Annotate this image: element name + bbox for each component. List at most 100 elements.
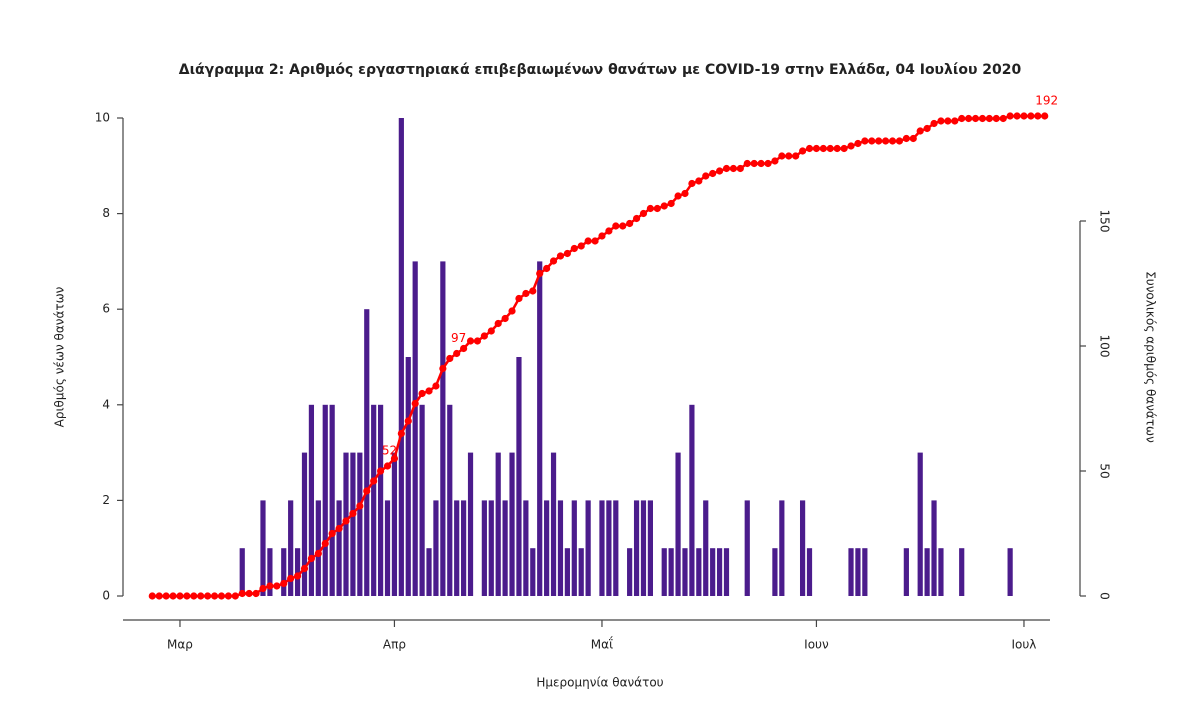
y-tick-label: 4 xyxy=(102,397,110,411)
bar xyxy=(716,548,723,596)
bar xyxy=(640,500,647,596)
cumulative-point xyxy=(826,144,834,153)
bar xyxy=(433,500,439,596)
bar xyxy=(301,452,308,596)
cumulative-point xyxy=(965,114,973,123)
cumulative-point xyxy=(875,137,883,145)
cumulative-point xyxy=(626,219,634,228)
cumulative-point xyxy=(543,264,551,273)
cumulative-point xyxy=(162,592,170,600)
cumulative-point xyxy=(259,584,267,593)
cumulative-point xyxy=(833,144,841,153)
cumulative-point xyxy=(639,209,648,218)
cumulative-point xyxy=(577,242,585,250)
cumulative-point xyxy=(273,582,281,590)
x-axis-title: Ημερομηνία θανάτου xyxy=(536,676,663,690)
bar xyxy=(315,500,321,596)
bar xyxy=(557,500,564,596)
bar xyxy=(1007,548,1013,596)
cumulative-point xyxy=(307,554,316,563)
cumulative-point xyxy=(646,204,654,213)
cumulative-point xyxy=(598,232,606,240)
y2-tick-label: 0 xyxy=(1098,592,1112,600)
cumulative-point xyxy=(978,114,987,123)
cumulative-point xyxy=(210,592,219,600)
cumulative-point xyxy=(183,592,191,600)
bar xyxy=(384,500,391,596)
bar xyxy=(405,357,411,596)
cumulative-point xyxy=(466,337,475,345)
cumulative-point xyxy=(536,269,544,278)
y-tick-label: 8 xyxy=(102,206,110,220)
bar xyxy=(779,500,785,596)
cumulative-point xyxy=(709,169,717,178)
cumulative-point xyxy=(314,549,322,558)
cumulative-point xyxy=(902,134,910,143)
cumulative-point xyxy=(480,332,488,340)
cumulative-point xyxy=(632,214,641,223)
bar xyxy=(454,500,460,596)
cumulative-point xyxy=(446,354,454,363)
cumulative-point xyxy=(660,202,668,210)
bar xyxy=(924,548,930,596)
cumulative-point xyxy=(328,529,336,538)
cumulative-point xyxy=(425,387,433,395)
cumulative-point xyxy=(674,192,682,200)
cumulative-point xyxy=(785,152,793,160)
cumulative-point xyxy=(792,152,800,160)
y-axis-title: Αριθμός νέων θανάτων xyxy=(53,286,67,427)
cumulative-point xyxy=(812,144,821,153)
cumulative-point xyxy=(563,249,571,258)
bar xyxy=(398,118,404,596)
bar xyxy=(544,500,550,596)
cumulative-point xyxy=(868,137,876,145)
bar xyxy=(723,548,730,596)
cumulative-point xyxy=(155,592,163,600)
cumulative-point xyxy=(750,159,758,168)
cumulative-point xyxy=(190,592,198,600)
bar xyxy=(371,404,377,596)
cumulative-point xyxy=(992,114,1000,123)
bar xyxy=(571,500,577,596)
cumulative-point xyxy=(148,592,156,600)
cumulative-point xyxy=(798,147,807,155)
y-tick-label: 10 xyxy=(95,111,110,125)
cumulative-point xyxy=(729,164,738,173)
bar xyxy=(239,548,245,596)
bar xyxy=(377,404,384,596)
cumulative-point xyxy=(224,592,232,600)
y-tick-label: 2 xyxy=(102,493,110,507)
bar xyxy=(682,548,688,596)
cumulative-point xyxy=(840,144,848,153)
cumulative-point xyxy=(909,134,917,143)
cumulative-point xyxy=(923,124,931,133)
bar xyxy=(744,500,750,596)
cumulative-point xyxy=(778,152,786,160)
cumulative-point xyxy=(771,157,779,165)
cumulative-point xyxy=(591,237,599,245)
cumulative-point xyxy=(695,177,703,185)
cumulative-point xyxy=(487,327,495,335)
cumulative-point xyxy=(757,159,765,168)
cumulative-point xyxy=(819,144,827,153)
cumulative-point xyxy=(176,592,184,600)
cumulative-point xyxy=(619,222,627,230)
cumulative-point xyxy=(529,287,537,295)
cumulative-point xyxy=(985,114,993,123)
y2-tick-label: 50 xyxy=(1098,463,1112,478)
bar xyxy=(578,548,584,596)
bar xyxy=(391,452,398,596)
bar xyxy=(931,500,937,596)
cumulative-point xyxy=(764,159,772,168)
cumulative-point xyxy=(515,294,523,303)
bar xyxy=(467,452,474,596)
bar xyxy=(412,261,418,596)
y2-axis-title: Συνολικός αριθμός θανάτων xyxy=(1144,271,1158,443)
bar xyxy=(419,404,425,596)
bar xyxy=(260,500,266,596)
cumulative-point xyxy=(743,159,751,168)
cumulative-point xyxy=(570,244,578,253)
cumulative-point xyxy=(204,592,212,600)
cumulative-point xyxy=(681,189,689,198)
